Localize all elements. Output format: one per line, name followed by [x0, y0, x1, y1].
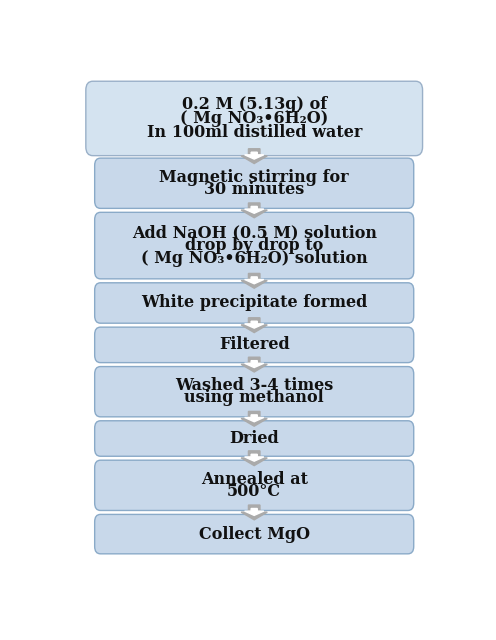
Polygon shape — [245, 207, 264, 213]
Text: ( Mg NO₃•6H₂O) solution: ( Mg NO₃•6H₂O) solution — [141, 250, 368, 267]
Text: In 100ml distilled water: In 100ml distilled water — [146, 124, 362, 141]
Text: Dried: Dried — [229, 430, 279, 447]
Polygon shape — [245, 454, 264, 461]
Polygon shape — [241, 318, 267, 333]
FancyBboxPatch shape — [86, 81, 423, 156]
Text: 0.2 M (5.13g) of: 0.2 M (5.13g) of — [182, 96, 327, 113]
Text: using methanol: using methanol — [185, 389, 324, 406]
Polygon shape — [245, 277, 264, 284]
Polygon shape — [241, 273, 267, 288]
Text: drop by drop to: drop by drop to — [185, 237, 323, 254]
Polygon shape — [241, 203, 267, 218]
Polygon shape — [245, 361, 264, 367]
FancyBboxPatch shape — [95, 158, 414, 209]
Text: White precipitate formed: White precipitate formed — [141, 294, 368, 312]
Text: Annealed at: Annealed at — [201, 471, 308, 488]
Text: Magnetic stirring for: Magnetic stirring for — [159, 169, 349, 186]
FancyBboxPatch shape — [95, 327, 414, 363]
FancyBboxPatch shape — [95, 283, 414, 323]
Polygon shape — [241, 412, 267, 426]
FancyBboxPatch shape — [95, 367, 414, 417]
Polygon shape — [241, 148, 267, 164]
Text: Washed 3-4 times: Washed 3-4 times — [175, 378, 333, 394]
Polygon shape — [245, 152, 264, 159]
FancyBboxPatch shape — [95, 460, 414, 511]
Text: Filtered: Filtered — [219, 337, 290, 353]
Polygon shape — [241, 451, 267, 466]
FancyBboxPatch shape — [95, 420, 414, 456]
Text: 500°C: 500°C — [227, 483, 281, 500]
Polygon shape — [241, 505, 267, 520]
FancyBboxPatch shape — [95, 515, 414, 554]
Text: Add NaOH (0.5 M) solution: Add NaOH (0.5 M) solution — [132, 224, 376, 241]
Text: Collect MgO: Collect MgO — [198, 525, 310, 543]
Polygon shape — [241, 357, 267, 372]
FancyBboxPatch shape — [95, 212, 414, 279]
Polygon shape — [245, 321, 264, 328]
Polygon shape — [245, 415, 264, 422]
Text: ( Mg NO₃•6H₂O): ( Mg NO₃•6H₂O) — [180, 110, 328, 127]
Polygon shape — [245, 509, 264, 515]
Text: 30 minutes: 30 minutes — [204, 180, 305, 198]
